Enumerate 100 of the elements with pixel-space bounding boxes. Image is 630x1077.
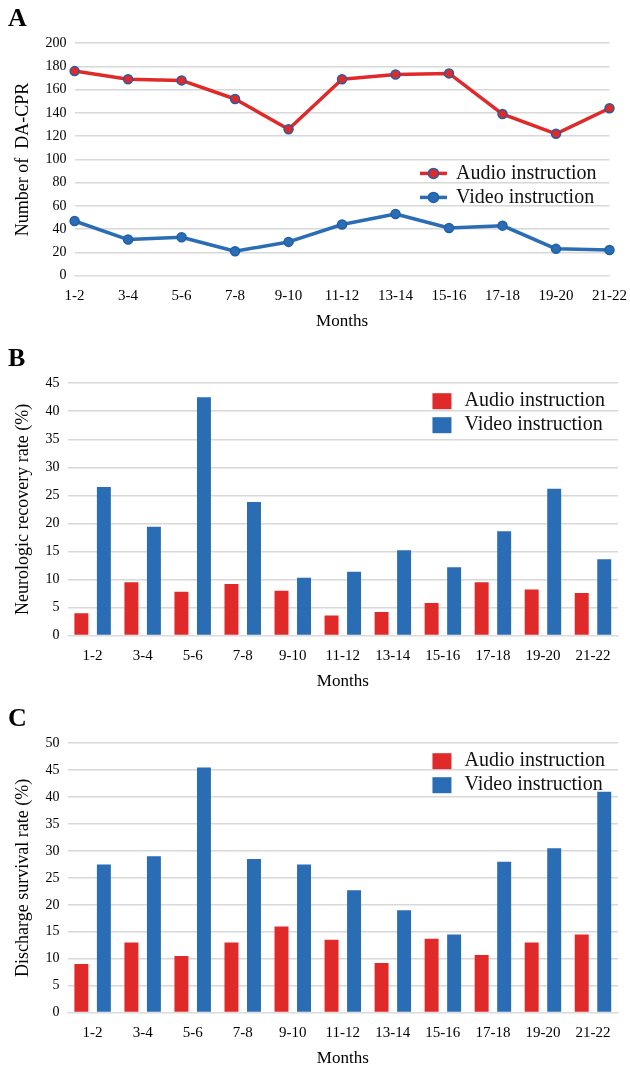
x-tick-label: 13-14: [375, 646, 411, 663]
bar: [146, 526, 161, 635]
bar: [74, 613, 89, 635]
point: [550, 243, 562, 255]
y-tick-label: 60: [52, 197, 67, 213]
x-tick-label: 9-10: [274, 286, 303, 303]
point: [69, 65, 80, 77]
bar: [124, 582, 139, 635]
point: [604, 244, 615, 256]
x-axis-title: Months: [316, 671, 369, 691]
bar: [247, 859, 261, 1012]
point: [122, 234, 134, 245]
legend-label: Video instruction: [464, 772, 603, 795]
y-tick-label: 20: [45, 896, 60, 912]
x-tick-label: 17-18: [475, 646, 511, 663]
x-tick-label: 21-22: [575, 1023, 611, 1040]
bar: [324, 615, 339, 635]
point: [69, 215, 80, 227]
bar: [324, 939, 339, 1012]
chart-title: A: [8, 3, 27, 33]
point: [390, 208, 401, 220]
bar: [497, 531, 512, 635]
x-axis-title: Months: [316, 311, 369, 331]
bar: [397, 910, 412, 1012]
bar: [124, 942, 139, 1012]
y-tick-label: 120: [45, 127, 67, 143]
bar: [574, 934, 589, 1012]
bar: [574, 592, 589, 635]
y-tick-label: 10: [45, 950, 60, 966]
bar: [424, 603, 439, 635]
x-tick-label: 17-18: [475, 1023, 511, 1040]
legend-label: Video instruction: [464, 412, 603, 435]
bar: [274, 926, 289, 1012]
point: [604, 103, 615, 114]
y-tick-label: 45: [45, 374, 60, 390]
bar: [447, 934, 462, 1012]
y-tick-label: 140: [45, 104, 67, 120]
x-tick-label: 1-2: [82, 646, 103, 663]
x-tick-label: 7-8: [232, 646, 253, 663]
y-tick-label: 30: [45, 459, 60, 475]
y-tick-label: 20: [45, 515, 60, 531]
point: [229, 245, 241, 257]
bar: [297, 864, 311, 1012]
x-tick-label: 1-2: [64, 286, 85, 303]
bar: [274, 590, 289, 635]
y-tick-label: 40: [45, 402, 60, 418]
bar: [196, 397, 211, 635]
y-axis-title: Neurologic recovery rate (%): [11, 403, 33, 616]
y-tick-label: 40: [45, 788, 60, 804]
x-tick-label: 7-8: [232, 1023, 253, 1040]
legend-label: Audio instruction: [455, 160, 597, 183]
bar: [397, 550, 412, 635]
y-tick-label: 5: [52, 977, 60, 993]
y-tick-label: 100: [45, 151, 67, 167]
x-tick-label: 11-12: [324, 286, 360, 303]
y-tick-label: 30: [45, 842, 60, 858]
point: [229, 93, 241, 105]
x-tick-label: 19-20: [525, 646, 561, 663]
legend-label: Audio instruction: [464, 388, 605, 411]
bar: [347, 890, 362, 1012]
point: [176, 75, 187, 86]
x-tick-label: 9-10: [279, 1023, 307, 1040]
bar: [597, 559, 612, 635]
bar: [174, 591, 189, 635]
point: [336, 219, 348, 230]
bar: [374, 963, 389, 1012]
x-tick-label: 1-2: [82, 1023, 103, 1040]
x-tick-label: 11-12: [325, 646, 361, 663]
y-axis-title: Number of DA-CPR: [11, 82, 32, 237]
y-tick-label: 45: [45, 761, 60, 777]
point: [550, 128, 562, 140]
bar: [524, 942, 539, 1012]
y-tick-label: 20: [52, 244, 67, 260]
bar: [96, 864, 111, 1012]
y-tick-label: 160: [45, 81, 67, 97]
bar: [474, 954, 489, 1012]
bar: [374, 612, 389, 635]
bar: [297, 577, 311, 635]
bar: [174, 956, 189, 1012]
bar: [474, 582, 489, 635]
x-tick-label: 17-18: [485, 286, 521, 303]
x-tick-label: 15-16: [425, 1023, 461, 1040]
x-tick-label: 13-14: [375, 1023, 411, 1040]
x-tick-label: 3-4: [132, 646, 154, 663]
bar: [196, 767, 211, 1012]
point: [443, 68, 455, 79]
y-tick-label: 0: [59, 267, 67, 283]
bar: [96, 486, 111, 635]
point: [336, 73, 348, 85]
point: [283, 236, 294, 248]
x-tick-label: 5-6: [182, 1023, 204, 1040]
y-tick-label: 25: [45, 869, 60, 885]
bar: [497, 861, 512, 1012]
bar: [424, 938, 439, 1012]
bar: [547, 848, 562, 1012]
x-tick-label: 19-20: [538, 286, 574, 303]
y-tick-label: 0: [52, 627, 60, 643]
x-tick-label: 21-22: [575, 646, 611, 663]
bar: [74, 964, 89, 1012]
point: [390, 69, 401, 80]
